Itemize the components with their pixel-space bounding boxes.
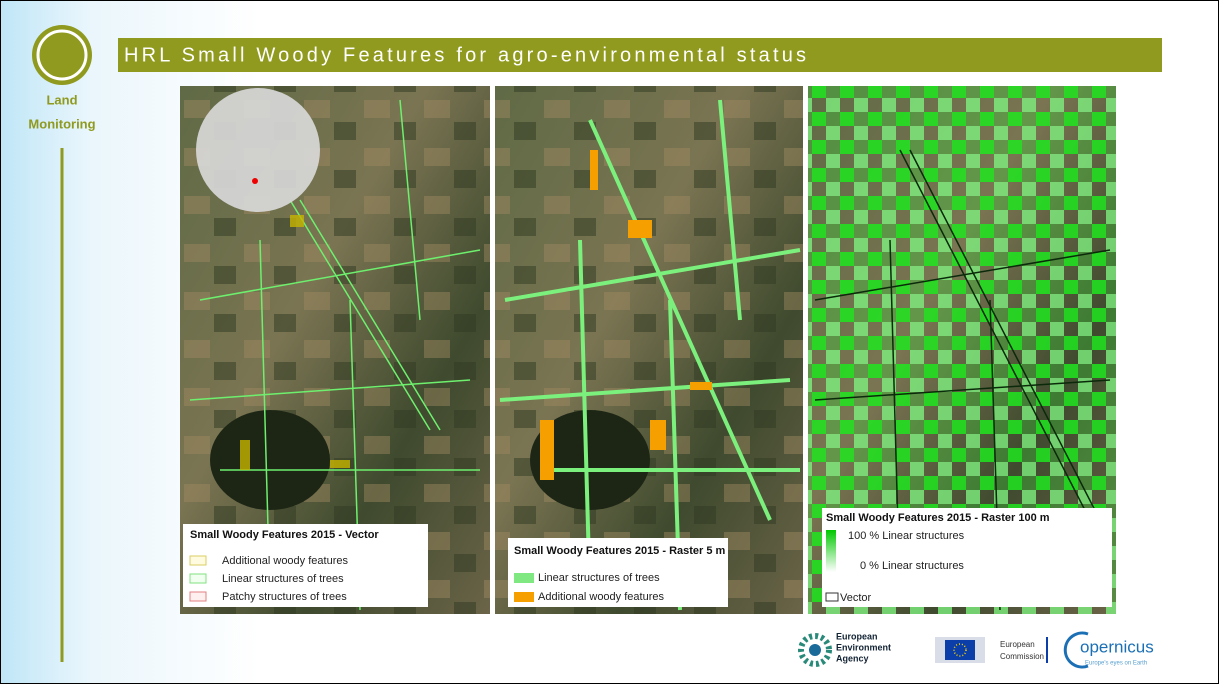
logo-text: Commission [1000,652,1044,661]
forest [210,410,330,510]
logo-text: Europe's eyes on Earth [1085,661,1147,667]
logo-text: European [836,631,878,641]
badge-label: Monitoring [28,116,95,131]
badge-icon [32,25,92,85]
locator-globe [196,88,320,212]
legend-swatch [514,592,534,602]
legend-title: Small Woody Features 2015 - Raster 100 m [826,512,1050,524]
legend-item: Additional woody features [538,591,664,603]
legend-item: Linear structures of trees [222,573,344,585]
map-panel: Small Woody Features 2015 - Raster 5 m L… [495,86,803,614]
logo-text: European [1000,640,1035,649]
legend-swatch [190,574,206,583]
logo-text: Environment [836,642,891,652]
legend-item: Vector [840,592,872,604]
slide: HRL Small Woody Features for agro-enviro… [0,0,1219,684]
legend-item: Linear structures of trees [538,572,660,584]
slide-title: HRL Small Woody Features for agro-enviro… [124,44,809,66]
legend-item: Patchy structures of trees [222,591,347,603]
logo-text: opernicus [1080,637,1154,656]
map-panel: Small Woody Features 2015 - Vector Addit… [180,86,490,614]
legend-swatch [514,573,534,583]
copernicus-logo: opernicus Europe's eyes on Earth [1065,633,1153,667]
eu-flag [945,640,975,660]
eea-logo: European Environment Agency [801,631,891,664]
ec-logo: European Commission [935,637,1047,663]
legend-title: Small Woody Features 2015 - Vector [190,529,379,541]
badge-label: Land [46,92,77,107]
legend-ramp [826,530,836,572]
legend-swatch [190,556,206,565]
legend-title: Small Woody Features 2015 - Raster 5 m [514,545,726,557]
legend-item: 0 % Linear structures [860,560,964,572]
legend-item: 100 % Linear structures [848,530,965,542]
legend-swatch [190,592,206,601]
legend-item: Additional woody features [222,555,348,567]
eea-emblem-core [809,644,821,656]
map-panel: Small Woody Features 2015 - Raster 100 m… [808,86,1116,614]
logo-text: Agency [836,653,869,663]
legend-swatch [826,593,838,601]
map-fields [495,86,803,614]
locator-dot [252,178,258,184]
slide-canvas: HRL Small Woody Features for agro-enviro… [0,0,1219,684]
